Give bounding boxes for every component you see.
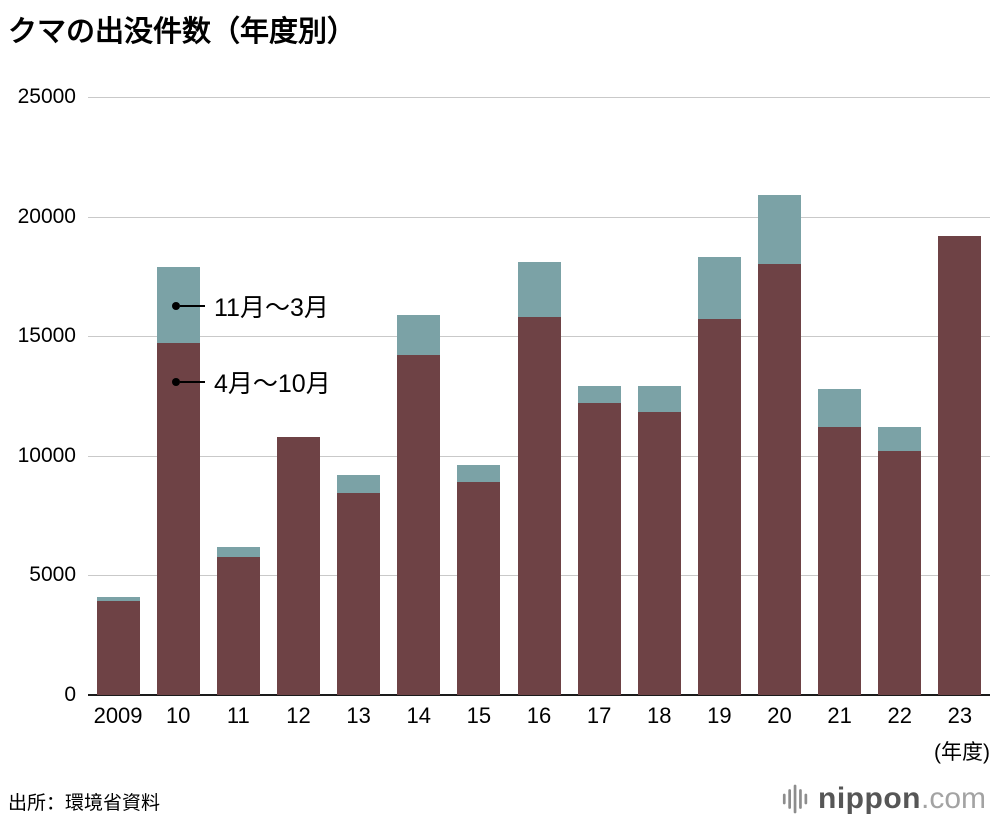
nippon-logo-com-text: .com bbox=[920, 782, 986, 815]
nippon-logo-text: nippon bbox=[818, 782, 921, 815]
bar-20-segment-nov-mar bbox=[758, 195, 802, 265]
x-axis-baseline bbox=[88, 694, 990, 696]
annotation-label-apr-oct: 4月〜10月 bbox=[214, 370, 331, 398]
x-tick-label-18: 18 bbox=[647, 703, 672, 728]
x-tick-label-21: 21 bbox=[827, 703, 852, 728]
annotation-leader-line bbox=[180, 305, 205, 307]
bar-15-segment-nov-mar bbox=[457, 465, 501, 483]
y-tick-label-0: 0 bbox=[64, 683, 76, 706]
annotation-label-nov-mar: 11月〜3月 bbox=[214, 294, 329, 322]
bar-10-segment-apr-oct bbox=[156, 343, 200, 695]
bar-17-segment-nov-mar bbox=[577, 386, 621, 404]
bar-21-segment-nov-mar bbox=[818, 388, 862, 428]
x-tick-label-20: 20 bbox=[767, 703, 792, 728]
y-tick-label-25000: 25000 bbox=[17, 85, 76, 108]
source-note: 出所：環境省資料 bbox=[8, 793, 161, 814]
bar-12-segment-apr-oct bbox=[276, 436, 320, 695]
gridline-25000 bbox=[88, 97, 990, 98]
x-tick-label-14: 14 bbox=[406, 703, 431, 728]
x-axis-unit-label: (年度) bbox=[934, 741, 990, 764]
y-tick-label-15000: 15000 bbox=[17, 324, 76, 348]
annotation-apr-oct: 4月〜10月 bbox=[172, 364, 331, 400]
x-tick-label-17: 17 bbox=[586, 703, 612, 728]
bar-11-segment-nov-mar bbox=[216, 546, 260, 558]
x-tick-label-11: 11 bbox=[226, 703, 250, 728]
bar-13-segment-apr-oct bbox=[337, 492, 381, 695]
y-tick-label-10000: 10000 bbox=[17, 443, 76, 467]
bar-22-segment-nov-mar bbox=[878, 427, 922, 452]
bar-20-segment-apr-oct bbox=[758, 264, 802, 695]
x-tick-label-22: 22 bbox=[887, 703, 913, 728]
nippon-logo: nippon.com bbox=[782, 782, 986, 816]
x-tick-label-10: 10 bbox=[165, 703, 191, 728]
bar-18-segment-nov-mar bbox=[637, 386, 681, 412]
x-tick-label-13: 13 bbox=[346, 703, 371, 728]
bar-21-segment-apr-oct bbox=[818, 427, 862, 695]
bar-16-segment-apr-oct bbox=[517, 317, 561, 695]
bar-14-segment-nov-mar bbox=[397, 314, 441, 356]
bar-13-segment-nov-mar bbox=[337, 474, 381, 493]
annotation-leader-line bbox=[180, 381, 205, 383]
bar-17-segment-apr-oct bbox=[577, 403, 621, 695]
bar-11-segment-apr-oct bbox=[216, 557, 260, 695]
bar-2009-segment-apr-oct bbox=[96, 600, 140, 695]
gridline-20000 bbox=[88, 216, 990, 218]
bar-18-segment-apr-oct bbox=[637, 411, 681, 695]
bar-19-segment-nov-mar bbox=[697, 257, 741, 320]
bar-22-segment-apr-oct bbox=[878, 451, 922, 695]
x-tick-label-19: 19 bbox=[707, 703, 732, 728]
bar-16-segment-nov-mar bbox=[517, 262, 561, 318]
bar-2009-segment-nov-mar bbox=[96, 596, 140, 601]
x-tick-label-12: 12 bbox=[286, 703, 311, 728]
bar-14-segment-apr-oct bbox=[397, 355, 441, 695]
x-tick-label-15: 15 bbox=[466, 703, 492, 728]
bar-19-segment-apr-oct bbox=[697, 319, 741, 695]
chart-title: クマの出没件数（年度別） bbox=[8, 16, 357, 48]
bar-chart-plot-area: 11月〜3月 4月〜10月 0 5000 10000 15000 20000 25000 2… bbox=[18, 85, 990, 728]
y-tick-label-20000: 20000 bbox=[17, 204, 76, 228]
annotation-marker-dot bbox=[172, 378, 180, 386]
y-tick-label-5000: 5000 bbox=[29, 563, 76, 587]
annotation-nov-mar: 11月〜3月 bbox=[172, 288, 329, 324]
bar-15-segment-apr-oct bbox=[457, 482, 501, 695]
x-tick-label-16: 16 bbox=[526, 703, 552, 728]
bar-23-segment-apr-oct bbox=[938, 235, 982, 695]
annotation-marker-dot bbox=[172, 302, 180, 310]
nippon-logo-waveform-icon bbox=[782, 784, 808, 814]
x-tick-label-23: 23 bbox=[947, 703, 973, 728]
x-tick-label-2009: 2009 bbox=[93, 703, 143, 728]
